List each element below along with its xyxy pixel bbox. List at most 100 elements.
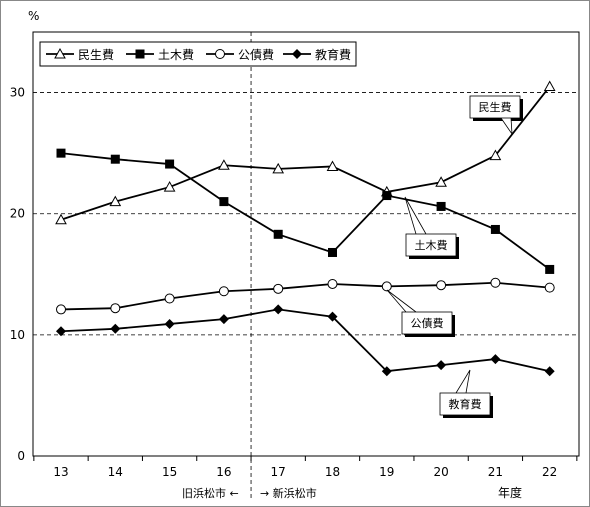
callout-pointer — [386, 289, 417, 313]
diamond-marker — [110, 323, 121, 334]
callout-3: 公債費 — [386, 289, 455, 337]
triangle-marker — [163, 181, 176, 192]
callout-label: 土木費 — [415, 238, 448, 252]
legend-label: 公債費 — [238, 47, 274, 62]
y-tick-label: 0 — [17, 449, 25, 463]
legend-entry: 教育費 — [283, 47, 351, 62]
callout-box — [439, 392, 491, 416]
callout-box — [405, 233, 457, 257]
triangle-marker — [543, 80, 556, 92]
series-1 — [55, 80, 556, 225]
legend-label: 土木費 — [158, 47, 194, 62]
legend-entry: 公債費 — [206, 47, 274, 62]
series-4 — [56, 304, 555, 377]
square-marker — [219, 197, 229, 207]
plot-area — [32, 31, 580, 457]
x-axis-label: 年度 — [498, 485, 522, 500]
series-line — [60, 281, 550, 311]
diamond-marker — [218, 314, 229, 325]
diamond-marker — [327, 311, 338, 322]
x-tick-label: 18 — [325, 465, 340, 479]
square-marker — [110, 154, 120, 164]
callout-pointer — [404, 196, 427, 235]
triangle-marker — [218, 159, 230, 170]
callout-2: 土木費 — [404, 196, 459, 259]
triangle-marker — [54, 47, 66, 59]
legend-entry: 土木費 — [126, 47, 194, 62]
callout-box — [469, 95, 521, 119]
square-marker — [273, 229, 283, 239]
circle-marker — [218, 286, 229, 297]
triangle-marker — [435, 176, 447, 187]
callout-pointer — [455, 369, 471, 394]
circle-marker — [381, 281, 392, 292]
square-marker — [165, 159, 175, 169]
x-tick-label: 13 — [53, 465, 68, 479]
legend-label: 教育費 — [315, 47, 351, 62]
series-line — [60, 85, 551, 221]
divider-left-label: 旧浜松市 ← — [182, 486, 239, 500]
x-tick-label: 21 — [488, 465, 503, 479]
callout-label: 公債費 — [411, 316, 444, 330]
grid-lines — [33, 92, 579, 336]
diamond-marker — [381, 366, 392, 377]
x-tick-label: 19 — [379, 465, 394, 479]
callout-4: 教育費 — [439, 369, 493, 418]
series-2 — [56, 148, 555, 274]
triangle-marker — [489, 149, 502, 161]
callout-box — [401, 311, 453, 335]
diamond-marker — [292, 49, 302, 59]
diamond-marker — [490, 354, 501, 365]
y-axis-label: % — [28, 9, 39, 23]
x-axis-ticks: 13 14 15 16 17 18 19 20 21 22 — [33, 456, 578, 479]
series-group — [55, 80, 556, 377]
y-tick-label: 10 — [10, 328, 25, 342]
diamond-marker — [273, 304, 284, 315]
legend: 民生費 土木費 公債費 教育費 — [39, 41, 357, 67]
divider-right-label: → 新浜松市 — [260, 486, 317, 500]
circle-marker — [544, 282, 555, 293]
triangle-marker — [109, 195, 122, 207]
circle-marker — [110, 303, 121, 314]
callout-label: 民生費 — [479, 100, 512, 114]
square-marker — [382, 191, 392, 201]
callout-label: 教育費 — [449, 397, 482, 411]
callout-pointer — [500, 117, 513, 136]
diamond-marker — [56, 326, 66, 337]
x-tick-label: 22 — [542, 465, 557, 479]
square-marker — [545, 264, 555, 274]
x-tick-label: 17 — [271, 465, 286, 479]
circle-marker — [273, 283, 284, 294]
x-tick-label: 15 — [162, 465, 177, 479]
series-3 — [56, 277, 555, 315]
triangle-marker — [272, 162, 285, 174]
legend-entry: 民生費 — [46, 47, 114, 62]
circle-marker — [327, 278, 338, 289]
y-tick-label: 20 — [10, 207, 25, 221]
square-marker — [328, 247, 337, 257]
x-tick-label: 20 — [433, 465, 448, 479]
triangle-marker — [326, 160, 339, 171]
circle-marker — [164, 293, 175, 304]
square-marker — [135, 49, 145, 59]
diamond-marker — [164, 318, 175, 329]
square-marker — [436, 201, 446, 211]
circle-marker — [56, 304, 66, 315]
circle-marker — [490, 277, 501, 288]
callout-1: 民生費 — [469, 95, 523, 136]
x-tick-label: 14 — [108, 465, 123, 479]
series-line — [60, 308, 550, 373]
y-tick-label: 30 — [10, 86, 25, 100]
legend-label: 民生費 — [78, 47, 114, 62]
square-marker — [56, 148, 66, 158]
circle-marker — [215, 49, 225, 59]
diamond-marker — [436, 360, 447, 371]
diamond-marker — [544, 366, 555, 377]
y-axis-ticks: 0 10 20 30 — [10, 86, 25, 463]
x-tick-label: 16 — [216, 465, 231, 479]
circle-marker — [436, 280, 447, 291]
series-line — [60, 152, 551, 271]
triangle-marker — [55, 213, 67, 225]
